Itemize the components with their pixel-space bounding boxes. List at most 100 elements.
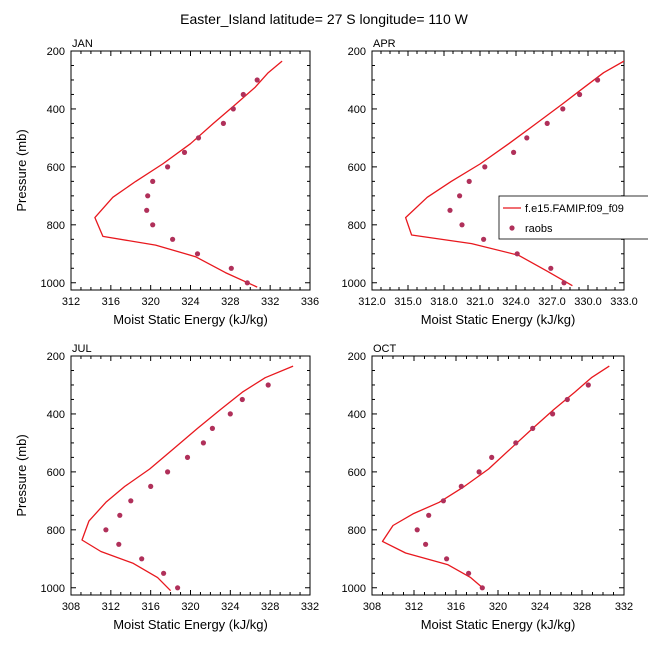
y-tick-label: 600 [348,162,366,174]
raobs-point [240,91,246,98]
raobs-point [426,512,432,518]
raobs-point [161,570,167,576]
model-line [404,60,624,287]
y-tick-label: 800 [47,525,65,537]
raobs-point [175,585,181,591]
x-tick-label: 312 [62,296,80,308]
raobs-point [444,556,450,562]
plot-area [81,365,294,592]
raobs-point [466,178,472,184]
raobs-point [209,425,215,431]
raobs-point [561,280,567,286]
raobs-point [440,498,446,504]
raobs-point [489,454,495,460]
raobs-point [550,411,556,417]
panel-jul: 308 312 316 320 324 328 332 200 400 600 800 1000 JUL… [14,343,319,632]
x-tick-label: 316 [102,296,120,308]
panel-oct: 308 312 316 320 324 328 332 200 400 600 800 1000 OCT… [342,343,634,632]
x-tick-label: 324 [181,296,199,308]
x-tick-label: 316 [447,601,465,613]
x-tick-label: 324 [531,601,549,613]
x-tick-label: 336 [301,296,319,308]
x-tick-label: 318.0 [430,296,458,308]
x-tick-label: 312 [102,601,120,613]
raobs-point [265,382,271,388]
raobs-point [150,222,156,228]
x-tick-label: 332 [301,601,319,613]
raobs-point [530,425,536,431]
y-tick-label: 400 [47,409,65,421]
raobs-point [479,585,485,591]
y-tick-label: 1000 [342,278,366,290]
x-tick-label: 308 [363,601,381,613]
y-tick-label: 200 [348,351,366,363]
model-line [94,60,283,288]
model-line [81,365,294,592]
raobs-point [181,149,188,155]
raobs-point [148,483,154,489]
panel-label: JUL [72,343,92,355]
raobs-point [220,120,226,126]
raobs-point [184,454,191,460]
raobs-point [447,207,453,213]
x-tick-label: 333.0 [610,296,638,308]
x-tick-label: 328 [221,296,239,308]
plot-area [94,60,283,288]
x-tick-label: 327.0 [538,296,566,308]
y-tick-label: 400 [348,104,366,116]
y-tick-label: 200 [47,46,65,58]
raobs-point [228,265,234,271]
raobs-point [150,178,156,184]
raobs-point [548,265,554,271]
raobs-point [481,236,487,242]
raobs-point [195,135,202,141]
raobs-point [457,193,463,199]
plot-frame [70,50,311,291]
plot-frame [70,355,311,596]
y-tick-label: 600 [47,162,65,174]
x-tick-label: 321.0 [466,296,494,308]
panel-apr: 312.0 315.0 318.0 321.0 324.0 327.0 330.0 333.0… [342,38,648,327]
x-tick-label: 320 [489,601,507,613]
raobs-point [510,149,517,155]
panel-label: APR [373,38,396,50]
panel-label: OCT [373,343,397,355]
x-tick-label: 320 [141,296,159,308]
y-tick-label: 600 [47,467,65,479]
x-tick-label: 312 [405,601,423,613]
legend-point-swatch [509,225,515,231]
raobs-point [595,77,601,83]
raobs-point [139,556,145,562]
y-tick-label: 800 [348,220,366,232]
raobs-point [254,77,260,83]
plot-area [404,60,624,287]
x-tick-label: 312.0 [358,296,386,308]
raobs-point [458,483,464,489]
y-tick-label: 400 [348,409,366,421]
x-tick-label: 324 [221,601,239,613]
raobs-point [194,251,201,257]
legend-box [498,195,648,240]
y-tick-label: 400 [47,104,65,116]
x-tick-label: 324.0 [502,296,530,308]
plot-frame [371,355,625,596]
raobs-point [466,570,472,576]
panel-label: JAN [72,38,93,50]
x-tick-label: 328 [573,601,591,613]
x-axis-label: Moist Static Energy (kJ/kg) [113,617,268,632]
raobs-point [144,207,150,213]
raobs-point [513,440,519,446]
x-tick-label: 330.0 [574,296,602,308]
x-axis-label: Moist Static Energy (kJ/kg) [421,312,576,327]
y-axis-label: Pressure (mb) [14,434,29,516]
panel-jan: 312 316 320 324 328 332 336 200 400 600 800 1000 JAN… [14,38,319,327]
figure-title: Easter_Island latitude= 27 S longitude= … [180,11,468,27]
y-tick-label: 1000 [41,583,65,595]
raobs-point [239,396,245,403]
raobs-point [476,469,482,475]
x-tick-label: 308 [62,601,80,613]
model-line [381,365,610,590]
y-tick-label: 800 [348,525,366,537]
